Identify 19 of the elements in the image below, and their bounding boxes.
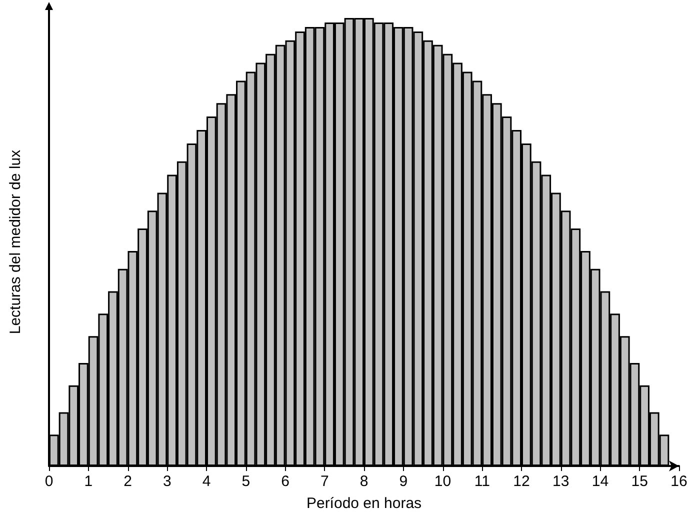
x-tick-label: 3 <box>162 473 172 490</box>
x-tick-label: 9 <box>399 473 408 490</box>
x-tick-label: 0 <box>44 473 54 490</box>
x-tick-label: 16 <box>670 473 688 490</box>
x-tick-label: 1 <box>84 473 93 490</box>
x-tick-label: 2 <box>124 473 132 490</box>
x-tick-label: 15 <box>631 473 648 490</box>
x-tick-label: 7 <box>320 473 329 490</box>
x-tick-label: 12 <box>513 473 530 490</box>
x-axis-title: Período en horas <box>306 495 422 512</box>
x-tick-label: 8 <box>360 473 368 490</box>
x-tick-label: 4 <box>202 473 211 490</box>
x-tick-label: 11 <box>474 473 490 490</box>
y-axis-title: Lecturas del medidor de lux <box>7 149 24 334</box>
x-tick-label: 14 <box>592 473 609 490</box>
x-tick-label: 10 <box>434 473 452 490</box>
x-tick-label: 5 <box>242 473 250 490</box>
x-tick-label: 13 <box>552 473 570 490</box>
x-tick-label: 6 <box>281 473 290 490</box>
